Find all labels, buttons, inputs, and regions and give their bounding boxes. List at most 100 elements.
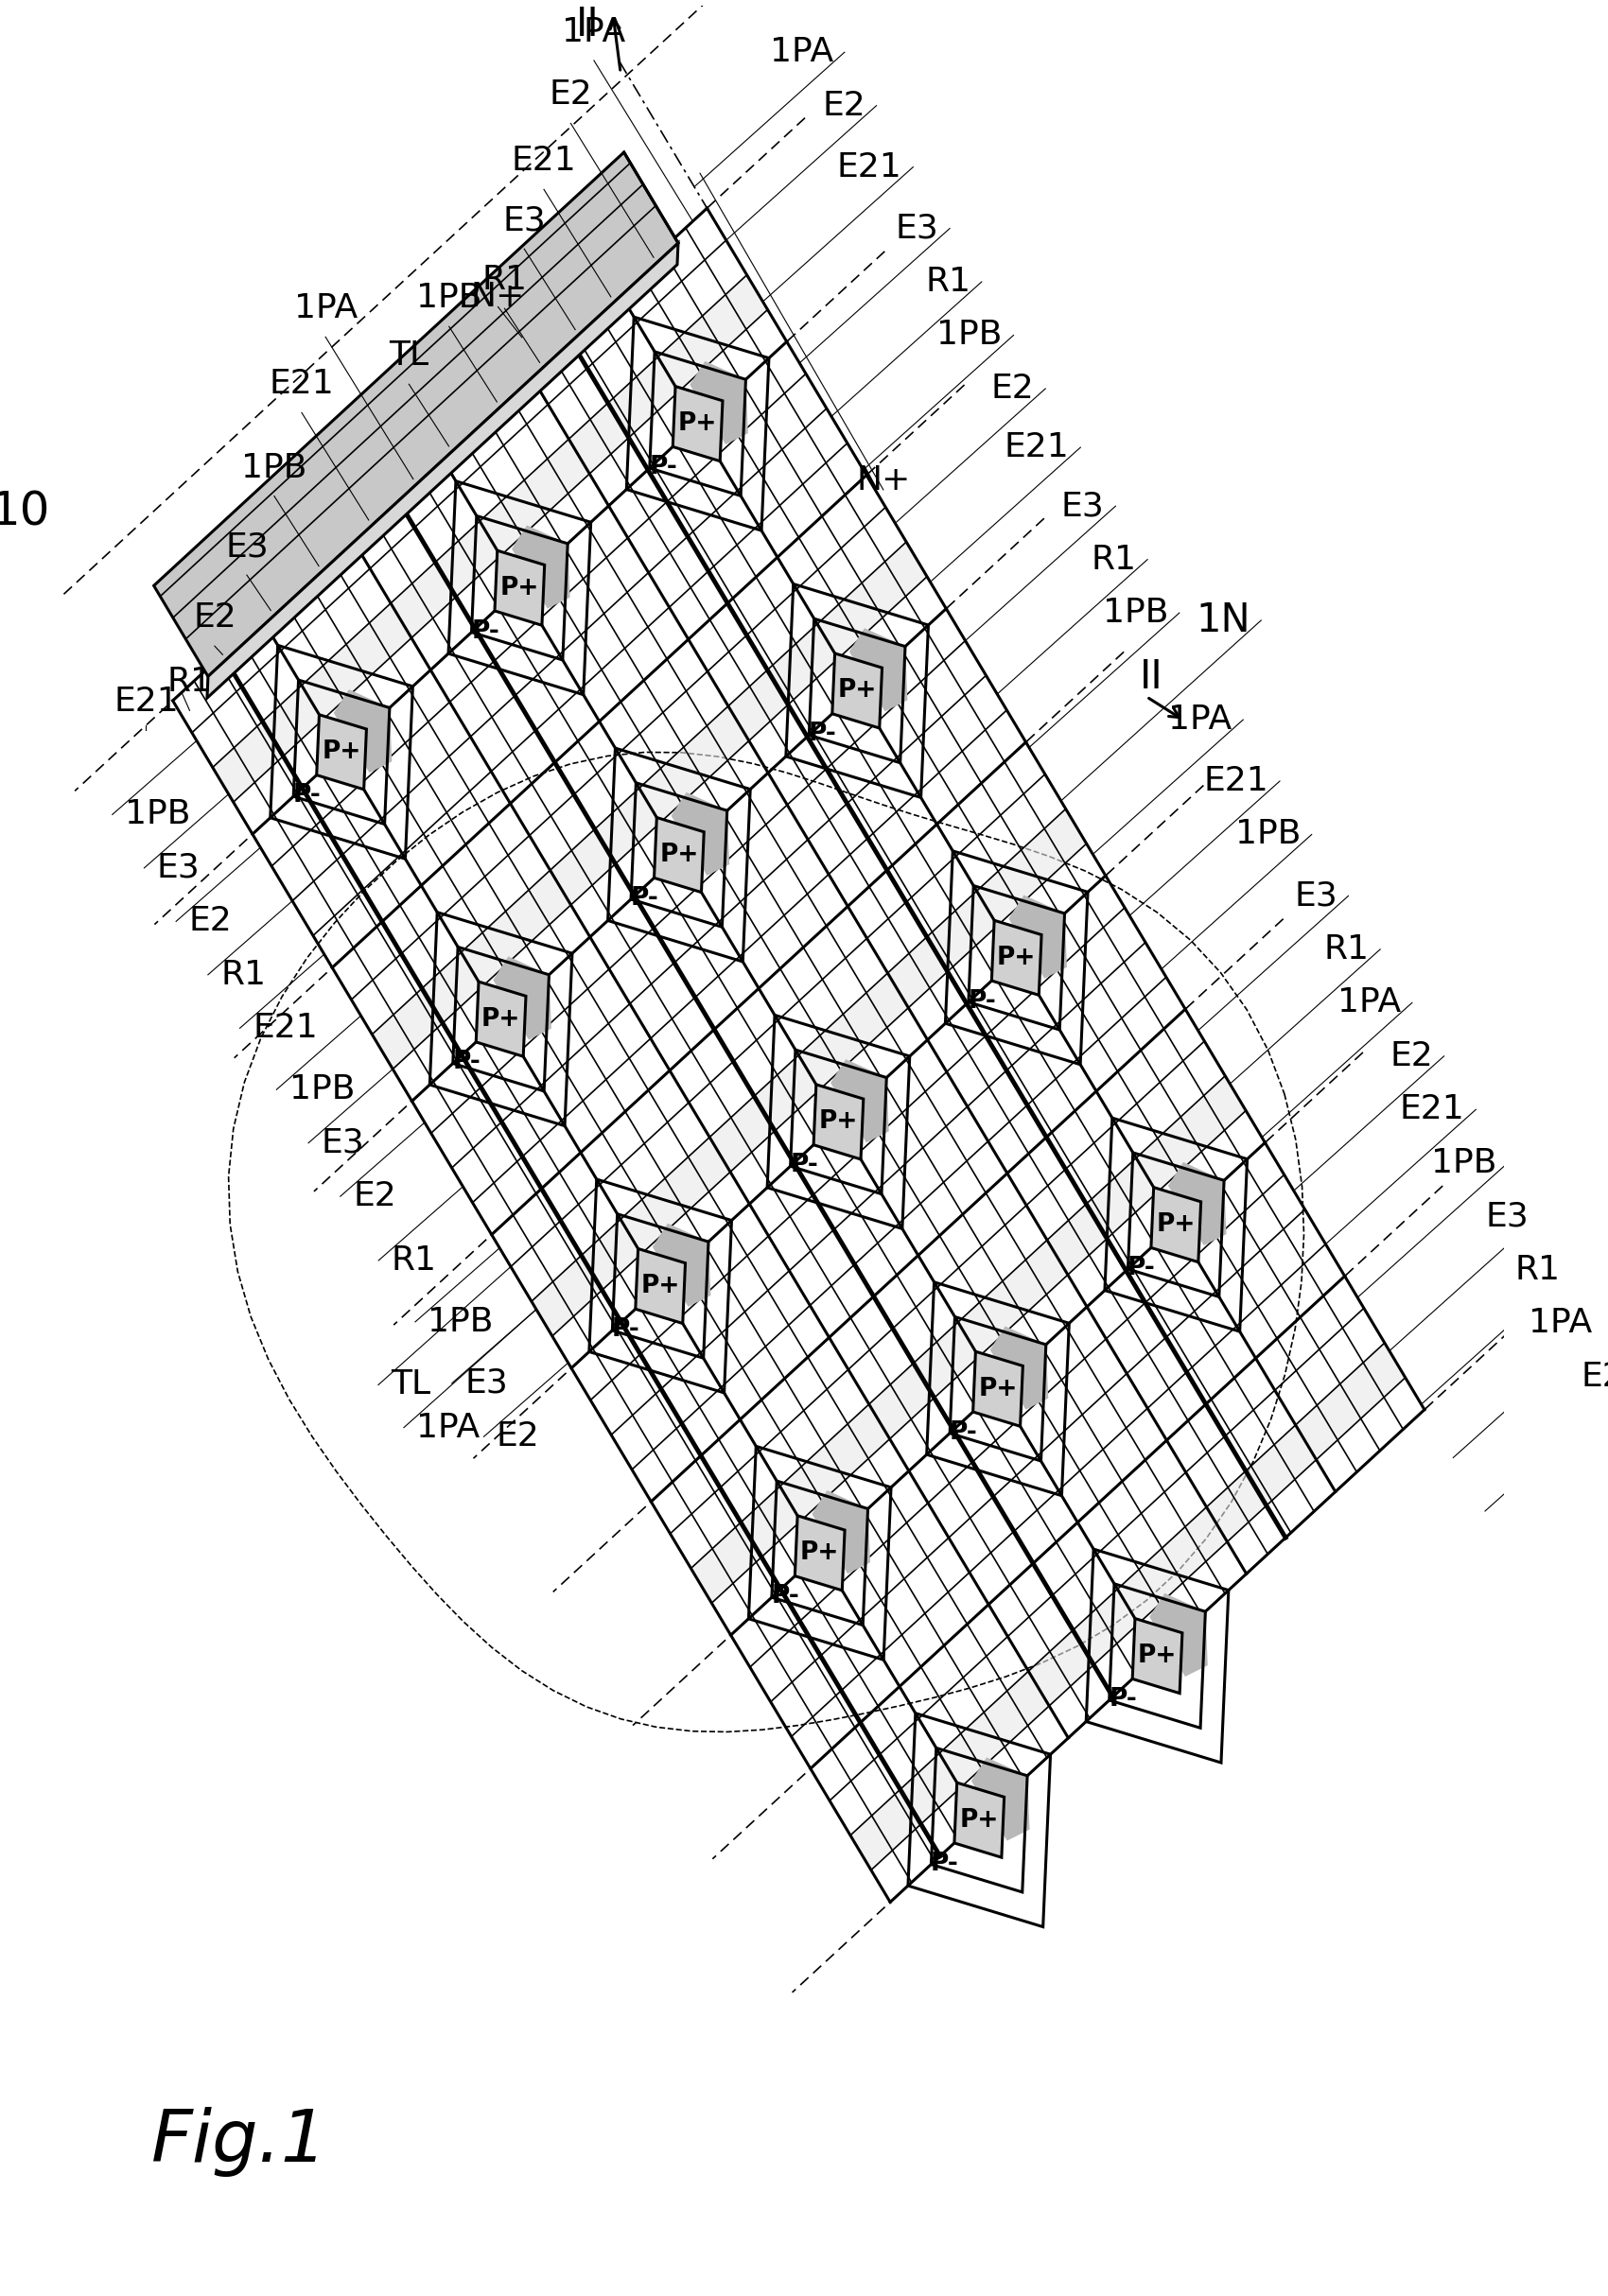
Text: 1PB: 1PB [125, 799, 191, 831]
Text: E2: E2 [497, 1421, 540, 1453]
Text: R1: R1 [1515, 1254, 1560, 1286]
Text: 1PB: 1PB [1103, 597, 1169, 629]
Text: P+: P+ [659, 843, 698, 868]
Text: E21: E21 [1005, 432, 1069, 464]
Text: 1PB: 1PB [241, 452, 307, 484]
Text: 1PA: 1PA [563, 16, 626, 48]
Text: P+: P+ [978, 1378, 1018, 1401]
Text: N+: N+ [855, 464, 910, 496]
Text: E2: E2 [822, 90, 865, 122]
Polygon shape [691, 1077, 1246, 1603]
Text: E3: E3 [1486, 1201, 1529, 1233]
Text: 1PA: 1PA [1169, 703, 1232, 735]
Text: E21: E21 [1401, 1093, 1465, 1125]
Polygon shape [992, 921, 1042, 994]
Text: P-: P- [452, 1049, 481, 1075]
Polygon shape [317, 714, 367, 790]
Text: P+: P+ [838, 677, 876, 703]
Text: E21: E21 [114, 687, 178, 719]
Polygon shape [971, 1756, 1029, 1841]
Polygon shape [532, 808, 1087, 1336]
Text: P+: P+ [997, 946, 1036, 969]
Polygon shape [212, 276, 767, 801]
Polygon shape [794, 1515, 844, 1591]
Text: R1: R1 [1323, 932, 1368, 964]
Polygon shape [494, 957, 552, 1040]
Polygon shape [635, 1249, 685, 1322]
Text: E3: E3 [503, 204, 545, 236]
Text: II: II [1140, 657, 1163, 698]
Polygon shape [371, 542, 928, 1070]
Text: P-: P- [471, 620, 500, 643]
Text: P+: P+ [801, 1541, 839, 1566]
Polygon shape [333, 689, 392, 774]
Polygon shape [654, 817, 704, 893]
Text: 1PA: 1PA [1529, 1306, 1592, 1339]
Text: P+: P+ [960, 1807, 999, 1832]
Text: P-: P- [1127, 1256, 1156, 1281]
Text: 1PB: 1PB [1235, 817, 1301, 850]
Polygon shape [973, 1352, 1023, 1426]
Text: R1: R1 [1092, 544, 1137, 576]
Text: E3: E3 [322, 1127, 365, 1159]
Text: E3: E3 [225, 530, 269, 563]
Text: 1PA: 1PA [294, 292, 357, 324]
Text: 1PA: 1PA [416, 1412, 481, 1444]
Polygon shape [954, 1782, 1003, 1857]
Text: P-: P- [931, 1851, 958, 1876]
Text: E3: E3 [896, 211, 939, 243]
Text: 10: 10 [0, 489, 50, 535]
Text: P-: P- [968, 990, 997, 1013]
Text: E2: E2 [188, 905, 232, 937]
Polygon shape [154, 152, 679, 677]
Text: E21: E21 [269, 367, 334, 400]
Polygon shape [851, 1343, 1405, 1869]
Polygon shape [653, 1224, 711, 1306]
Text: R1: R1 [925, 266, 971, 298]
Text: R1: R1 [482, 264, 527, 296]
Text: 1PB: 1PB [937, 319, 1002, 351]
Text: E2: E2 [1389, 1040, 1433, 1072]
Polygon shape [1132, 1619, 1182, 1692]
Text: TL: TL [391, 1368, 431, 1401]
Text: R1: R1 [167, 666, 212, 698]
Text: E2: E2 [354, 1180, 396, 1212]
Polygon shape [1150, 1593, 1208, 1676]
Polygon shape [476, 983, 526, 1056]
Polygon shape [495, 551, 545, 625]
Text: 1PA: 1PA [770, 37, 833, 69]
Polygon shape [511, 526, 569, 608]
Text: P-: P- [293, 783, 322, 808]
Polygon shape [831, 1058, 889, 1143]
Polygon shape [1167, 1162, 1227, 1244]
Text: R1: R1 [220, 960, 265, 992]
Text: 1N: 1N [1196, 602, 1249, 641]
Text: P+: P+ [642, 1274, 680, 1297]
Polygon shape [833, 654, 883, 728]
Text: P+: P+ [679, 411, 717, 436]
Text: P-: P- [613, 1318, 640, 1341]
Text: P-: P- [790, 1153, 818, 1178]
Text: 1PA: 1PA [1338, 987, 1401, 1019]
Polygon shape [849, 629, 907, 712]
Text: E2: E2 [548, 78, 592, 110]
Polygon shape [1008, 895, 1068, 978]
Text: P-: P- [1110, 1688, 1137, 1711]
Polygon shape [1151, 1187, 1201, 1263]
Text: P+: P+ [481, 1006, 521, 1031]
Polygon shape [672, 386, 722, 461]
Text: 1PB: 1PB [1431, 1146, 1497, 1178]
Text: P+: P+ [1156, 1212, 1196, 1238]
Text: 1PB: 1PB [428, 1306, 494, 1339]
Text: 1PB: 1PB [289, 1075, 355, 1107]
Text: 1PB: 1PB [416, 282, 482, 315]
Text: P+: P+ [500, 576, 539, 599]
Text: E21: E21 [838, 152, 902, 184]
Text: TL: TL [389, 340, 429, 372]
Text: P-: P- [650, 455, 677, 480]
Text: E21: E21 [511, 145, 576, 177]
Text: E21: E21 [1204, 765, 1269, 797]
Text: N+: N+ [471, 282, 526, 315]
Text: P-: P- [809, 721, 836, 746]
Text: E3: E3 [465, 1366, 508, 1398]
